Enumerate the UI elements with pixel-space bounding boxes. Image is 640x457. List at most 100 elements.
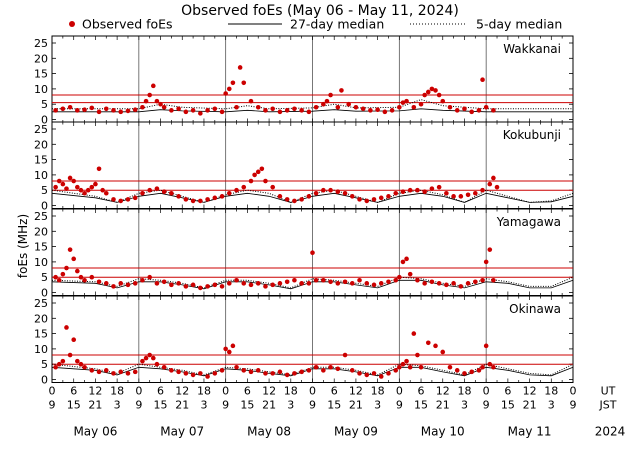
observed-point <box>324 98 330 104</box>
observed-point <box>140 277 145 283</box>
observed-point <box>169 108 174 113</box>
observed-point <box>321 277 326 283</box>
observed-point <box>335 366 341 372</box>
y-tick-label: 10 <box>34 343 48 356</box>
observed-point <box>364 198 370 204</box>
ut-tick-label: 0 <box>135 385 142 398</box>
observed-point <box>422 92 427 98</box>
observed-point <box>96 109 102 115</box>
observed-point <box>335 189 341 195</box>
date-label: May 08 <box>247 425 291 439</box>
y-tick-label: 5 <box>41 98 48 111</box>
observed-point <box>111 371 116 376</box>
observed-point <box>462 371 467 376</box>
observed-point <box>64 265 69 271</box>
observed-point <box>176 106 181 112</box>
observed-point <box>248 98 254 104</box>
observed-point <box>321 368 326 373</box>
y-tick-label: 0 <box>41 114 48 127</box>
observed-point <box>386 279 391 285</box>
observed-point <box>404 256 409 262</box>
observed-point <box>364 372 370 378</box>
observed-point <box>299 197 304 202</box>
ut-tick-label: 6 <box>504 385 511 398</box>
observed-point <box>397 274 402 280</box>
observed-point <box>415 187 420 193</box>
observed-point <box>393 368 399 373</box>
observed-point <box>198 111 203 116</box>
jst-unit-label: JST <box>599 399 617 412</box>
y-tick-label: 20 <box>34 225 48 238</box>
observed-point <box>226 349 232 355</box>
ut-unit-label: UT <box>601 385 616 398</box>
ut-tick-label: 6 <box>331 385 338 398</box>
observed-point <box>313 104 319 110</box>
observed-point <box>255 169 261 175</box>
observed-point <box>451 194 456 199</box>
y-tick-label: 25 <box>34 297 48 310</box>
observed-point <box>407 364 413 370</box>
observed-point <box>151 83 156 89</box>
ut-tick-label: 0 <box>309 385 316 398</box>
observed-point <box>342 190 348 196</box>
observed-point <box>263 284 268 289</box>
observed-point <box>89 105 95 111</box>
y-tick-label: 15 <box>34 241 48 254</box>
observed-point <box>53 274 58 280</box>
observed-point <box>360 106 366 112</box>
y-tick-label: 0 <box>41 200 48 213</box>
y-tick-label: 10 <box>34 169 48 182</box>
observed-point <box>89 368 95 373</box>
observed-point <box>335 281 341 286</box>
ut-tick-label: 18 <box>371 385 385 398</box>
observed-point <box>151 355 156 361</box>
observed-point <box>400 361 406 367</box>
observed-point <box>248 282 254 288</box>
observed-point <box>60 358 66 364</box>
observed-point <box>198 198 203 204</box>
observed-point <box>143 355 149 361</box>
observed-point <box>212 106 218 112</box>
observed-point <box>223 346 228 352</box>
observed-point <box>226 86 232 92</box>
panels-group: 0 5 10 15 20 25 Wakkanai 0 5 10 15 20 25 Kokubunji 0 5 1… <box>34 35 574 387</box>
observed-point <box>158 101 163 107</box>
observed-point <box>75 358 80 364</box>
observed-point <box>462 106 467 112</box>
observed-point <box>53 108 58 113</box>
observed-point <box>284 372 290 378</box>
observed-point <box>386 371 391 376</box>
observed-point <box>103 281 109 286</box>
jst-tick-label: 21 <box>175 399 189 412</box>
ut-tick-label: 12 <box>262 385 276 398</box>
observed-point <box>284 197 290 202</box>
observed-point <box>147 274 152 280</box>
panel-okinawa: 0 5 10 15 20 25 Okinawa <box>34 295 574 387</box>
observed-point <box>321 187 326 193</box>
observed-point <box>161 364 167 370</box>
observed-point <box>67 175 73 181</box>
observed-point <box>60 271 66 277</box>
observed-point <box>248 178 254 184</box>
observed-point <box>263 178 268 184</box>
observed-point <box>64 186 69 191</box>
observed-point <box>491 364 496 370</box>
observed-point <box>183 197 189 202</box>
observed-point <box>458 194 464 199</box>
observed-point <box>212 371 218 376</box>
observed-point <box>255 104 261 110</box>
observed-point <box>357 277 362 283</box>
observed-point <box>132 281 138 286</box>
jst-tick-label: 9 <box>396 399 403 412</box>
observed-point <box>100 187 105 193</box>
observed-point <box>190 108 196 113</box>
jst-tick-label: 3 <box>114 399 121 412</box>
observed-point <box>415 277 420 283</box>
observed-point <box>154 186 160 191</box>
observed-point <box>473 190 478 196</box>
observed-point <box>85 187 91 193</box>
date-label: May 10 <box>421 425 465 439</box>
observed-point <box>169 190 174 196</box>
ut-tick-label: 12 <box>175 385 189 398</box>
